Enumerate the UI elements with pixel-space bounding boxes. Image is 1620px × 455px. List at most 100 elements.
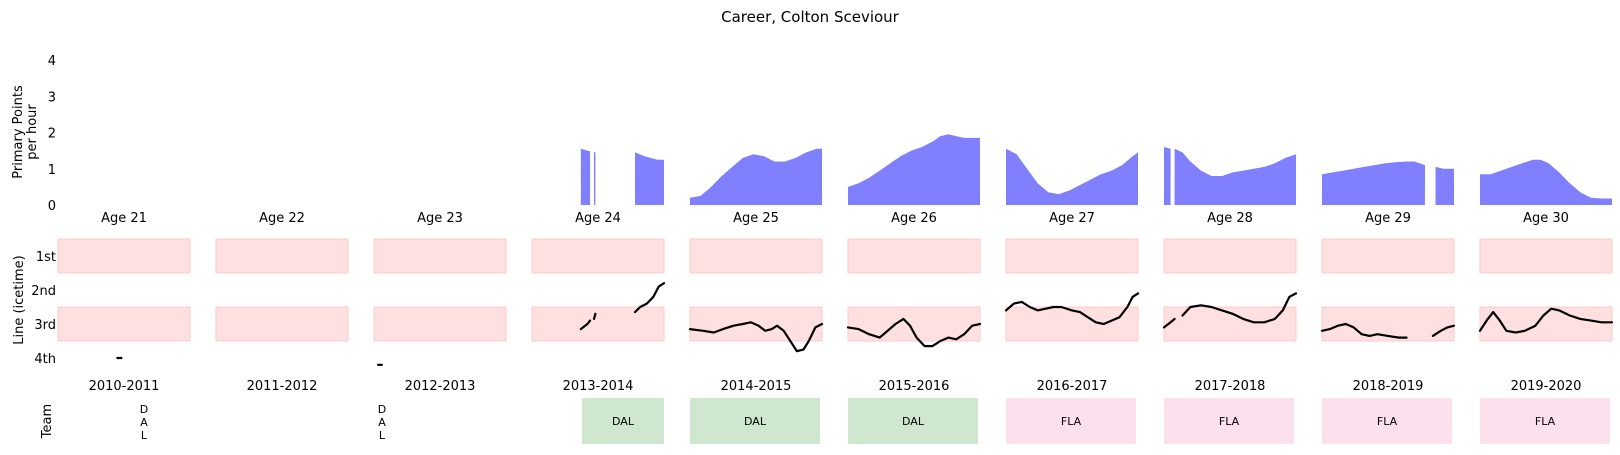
season-panel: Age 25 2014-2015 DAL (688, 148, 824, 444)
line-band-3rd (57, 306, 191, 342)
line-band-3rd (1005, 306, 1139, 342)
team-label: FLA (1061, 415, 1082, 428)
points-tick-label: 3 (48, 90, 56, 105)
age-label: Age 26 (891, 211, 937, 226)
points-area (580, 148, 591, 205)
icetime-line (1320, 322, 1408, 339)
team-label: FLA (1377, 415, 1398, 428)
points-area (634, 152, 664, 205)
team-box (690, 398, 820, 444)
team-axis-label: Team (40, 404, 55, 439)
line-band-1st (373, 238, 507, 274)
line-tick-label: 2nd (31, 284, 56, 299)
season-panel: Age 24 2013-2014 DAL (531, 148, 666, 444)
icetime-line (846, 317, 982, 348)
points-tick-label: 4 (48, 54, 56, 69)
age-label: Age 29 (1365, 211, 1411, 226)
season-panel: Age 22 2011-2012 (215, 211, 349, 394)
line-tick-label: 3rd (34, 318, 56, 333)
line-y-axis: 1st 2nd 3rd 4th Line (icetime) (12, 250, 56, 367)
points-area (1006, 148, 1138, 205)
age-label: Age 28 (1207, 211, 1253, 226)
points-area (690, 148, 822, 205)
team-label: DAL (612, 415, 635, 428)
points-area (1164, 147, 1171, 205)
line-band-1st (531, 238, 665, 274)
season-panel: Age 30 2019-2020 FLA (1478, 159, 1614, 444)
season-label: 2019-2020 (1511, 379, 1582, 394)
line-band-1st (57, 238, 191, 274)
points-tick-label: 1 (48, 163, 56, 178)
points-area (594, 152, 596, 205)
season-label: 2011-2012 (247, 379, 318, 394)
points-area (1322, 161, 1425, 205)
team-label: FLA (1219, 415, 1240, 428)
season-label: 2018-2019 (1353, 379, 1424, 394)
season-label: 2013-2014 (563, 379, 634, 394)
season-panel: Age 28 2017-2018 FLA (1162, 147, 1298, 444)
points-tick-label: 2 (48, 127, 56, 142)
team-label: DAL (744, 415, 767, 428)
points-area (848, 134, 980, 205)
season-label: 2014-2015 (721, 379, 792, 394)
team-box (848, 398, 978, 444)
line-tick-label: 1st (36, 250, 56, 265)
line-band-3rd (373, 306, 507, 342)
season-label: 2016-2017 (1037, 379, 1108, 394)
team-box (1322, 398, 1452, 444)
line-band-1st (1163, 238, 1297, 274)
season-label: 2015-2016 (879, 379, 950, 394)
season-panel: Age 27 2016-2017 FLA (1004, 148, 1140, 444)
age-label: Age 27 (1049, 211, 1095, 226)
icetime-line (1181, 292, 1298, 324)
season-panel: Age 21 2010-2011 D A L (57, 211, 191, 442)
points-area (1480, 159, 1612, 205)
season-panel: Age 26 2015-2016 DAL (846, 134, 982, 444)
line-band-1st (1005, 238, 1139, 274)
chart-title: Career, Colton Sceviour (721, 8, 900, 26)
team-box (1006, 398, 1136, 444)
season-label: 2010-2011 (89, 379, 160, 394)
age-label: Age 21 (101, 211, 147, 226)
icetime-line (1162, 317, 1176, 329)
points-area (1174, 148, 1296, 205)
team-label: FLA (1535, 415, 1556, 428)
team-box (1164, 398, 1294, 444)
icetime-line (592, 312, 597, 320)
icetime-line (579, 319, 592, 331)
line-band-3rd (215, 306, 349, 342)
line-tick-label: 4th (34, 352, 56, 367)
age-label: Age 25 (733, 211, 779, 226)
age-label: Age 24 (575, 211, 621, 226)
line-band-1st (847, 238, 981, 274)
points-axis-label: Primary Pointsper hour (11, 85, 40, 179)
team-label: DAL (902, 415, 925, 428)
season-label: 2017-2018 (1195, 379, 1266, 394)
icetime-line (1431, 324, 1456, 337)
season-label: 2012-2013 (405, 379, 476, 394)
icetime-line (1004, 292, 1140, 326)
team-box (582, 398, 664, 444)
season-panel: Age 23 2012-2013 D A L (373, 211, 507, 442)
team-box (1480, 398, 1610, 444)
line-band-3rd (531, 306, 665, 342)
points-y-axis: 0 1 2 3 4 Primary Pointsper hour (11, 54, 56, 214)
age-label: Age 23 (417, 211, 463, 226)
icetime-line (688, 321, 824, 353)
team-y-axis: Team (40, 404, 55, 439)
line-band-1st (215, 238, 349, 274)
icetime-line (1478, 307, 1614, 334)
age-label: Age 22 (259, 211, 305, 226)
line-band-1st (1321, 238, 1455, 274)
season-panel: Age 29 2018-2019 FLA (1320, 161, 1456, 444)
line-band-1st (689, 238, 823, 274)
season-panels: Age 21 2010-2011 D A L Age 22 2011-2012 Age 23 2… (57, 134, 1614, 444)
icetime-line (633, 282, 666, 314)
age-label: Age 30 (1523, 211, 1569, 226)
line-band-1st (1479, 238, 1613, 274)
line-axis-label: Line (icetime) (12, 255, 27, 345)
